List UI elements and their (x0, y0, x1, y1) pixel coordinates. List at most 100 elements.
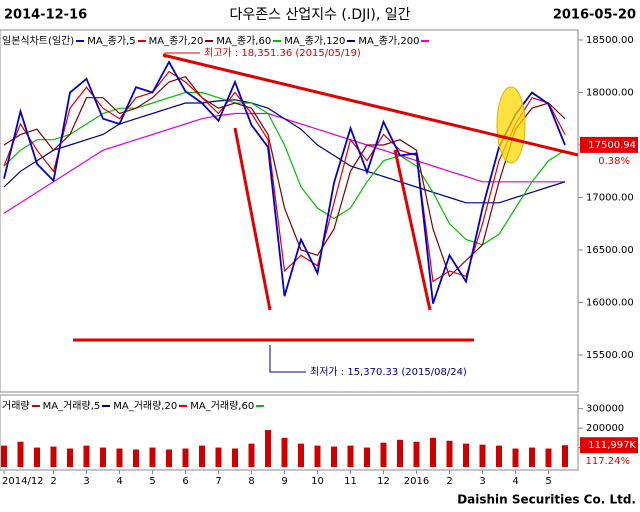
volume-bar (364, 447, 370, 467)
volume-bar (248, 443, 255, 467)
x-tick-label: 3 (479, 476, 485, 487)
y-tick-label: 16500.00 (586, 245, 634, 256)
ma-line (3, 70, 566, 283)
volume-frame (0, 394, 579, 471)
volume-bar (298, 443, 304, 467)
legend-swatch (347, 40, 356, 42)
legend-swatch (256, 405, 265, 407)
volume-bar (545, 448, 552, 467)
price-line (3, 60, 566, 304)
volume-bar (133, 449, 139, 467)
volume-bar (479, 444, 486, 467)
y-tick-label: 17000.00 (586, 193, 634, 204)
volume-bar (199, 445, 205, 467)
legend-item: MA_종가,120 (284, 36, 356, 47)
y-tick-label: 16000.00 (586, 298, 634, 309)
legend-item: MA_종가,60 (216, 36, 282, 47)
x-tick-label: 9 (281, 476, 287, 487)
high-label: 최고가 : 18,351.36 (2015/05/19) (204, 47, 361, 59)
legend-swatch (31, 405, 40, 407)
volume-bar (281, 437, 288, 467)
x-tick-label: 5 (149, 476, 155, 487)
y-tick-label: 15500.00 (586, 350, 634, 361)
trend-line (393, 149, 432, 311)
volume-bar (562, 445, 568, 467)
x-tick-label: 3 (83, 476, 89, 487)
volume-bar (100, 447, 106, 467)
legend-item: 거래량 (2, 401, 40, 412)
volume-bar (166, 449, 172, 467)
end-date: 2016-05-20 (553, 8, 636, 23)
x-tick-label: 2014/12 (2, 476, 44, 487)
legend-item: 일본식차트(일간) (2, 36, 85, 47)
legend-swatch (102, 405, 111, 407)
x-tick-label: 2 (50, 476, 56, 487)
trend-lines (73, 53, 579, 342)
legend: 일본식차트(일간) MA_종가,5 MA_종가,20 MA_종가,60 MA_종가,12… (2, 32, 433, 47)
ma-line (3, 99, 566, 204)
volume-bar (83, 445, 90, 467)
high-pointer (164, 52, 200, 58)
volume-bar (232, 448, 238, 467)
x-tick-label: 11 (344, 476, 357, 487)
x-tick-label: 5 (545, 476, 551, 487)
x-tick-label: 4 (512, 476, 518, 487)
x-tick-label: 6 (182, 476, 188, 487)
x-tick-label: 8 (248, 476, 254, 487)
header-bg (0, 0, 640, 28)
ma-line (3, 76, 566, 278)
volume-bar (1, 445, 7, 467)
highlight (496, 86, 526, 164)
legend-item: MA_거래량,20 (113, 401, 188, 412)
x-tick-label: 7 (215, 476, 221, 487)
last-value: 17500.94 (588, 140, 636, 151)
legend-item: MA_거래량,60 (190, 401, 265, 412)
volume-bar (331, 446, 337, 467)
legend-item: MA_종가,20 (149, 36, 214, 47)
x-tick-label: 10 (311, 476, 324, 487)
legend-swatch (421, 40, 430, 42)
last-value-box (580, 437, 638, 454)
volume-bar (529, 447, 535, 467)
start-date: 2014-12-16 (4, 8, 87, 23)
x-tick-label: 2 (446, 476, 452, 487)
volume-bar (17, 441, 24, 467)
volume-bar (512, 448, 519, 467)
y-tick-label: 18500.00 (586, 35, 634, 46)
volume-bar (314, 445, 321, 467)
ma-line (3, 112, 565, 214)
volume-bar (446, 440, 453, 467)
trend-line (233, 127, 272, 311)
last-value: 111,997K (588, 440, 636, 451)
volume-bar (265, 430, 271, 467)
x-tick-label: 4 (116, 476, 122, 487)
volume-bar (397, 439, 403, 467)
volume-bar (347, 445, 354, 467)
volume-bar (182, 448, 189, 467)
x-tick-label: 12 (377, 476, 390, 487)
trend-line (162, 53, 579, 157)
volume-bar (34, 447, 40, 467)
legend-swatch (273, 40, 282, 42)
low-pointer (269, 345, 306, 373)
volume-bar (67, 448, 73, 467)
volume-bar (496, 445, 502, 467)
legend-item: MA_종가,200 (358, 36, 430, 47)
change: 117.24% (586, 456, 631, 467)
last-value-box (580, 136, 638, 153)
volume-bar (149, 447, 156, 467)
source: Daishin Securities Co. Ltd. (457, 493, 636, 507)
y-tick-label: 18000.00 (586, 87, 634, 98)
volume-bar (50, 446, 57, 467)
low-label: 최저가 : 15,370.33 (2015/08/24) (310, 366, 467, 378)
volume-bar (116, 448, 123, 467)
legend-swatch (179, 405, 188, 407)
volume-bar (413, 441, 420, 467)
change: 0.38% (598, 156, 630, 167)
ma-line (3, 91, 566, 246)
volume-bar (463, 443, 469, 467)
chart-title: 다우존스 산업지수 (.DJI), 일간 (229, 7, 410, 23)
legend-item: MA_종가,5 (87, 36, 146, 47)
volume-bar (380, 442, 387, 467)
